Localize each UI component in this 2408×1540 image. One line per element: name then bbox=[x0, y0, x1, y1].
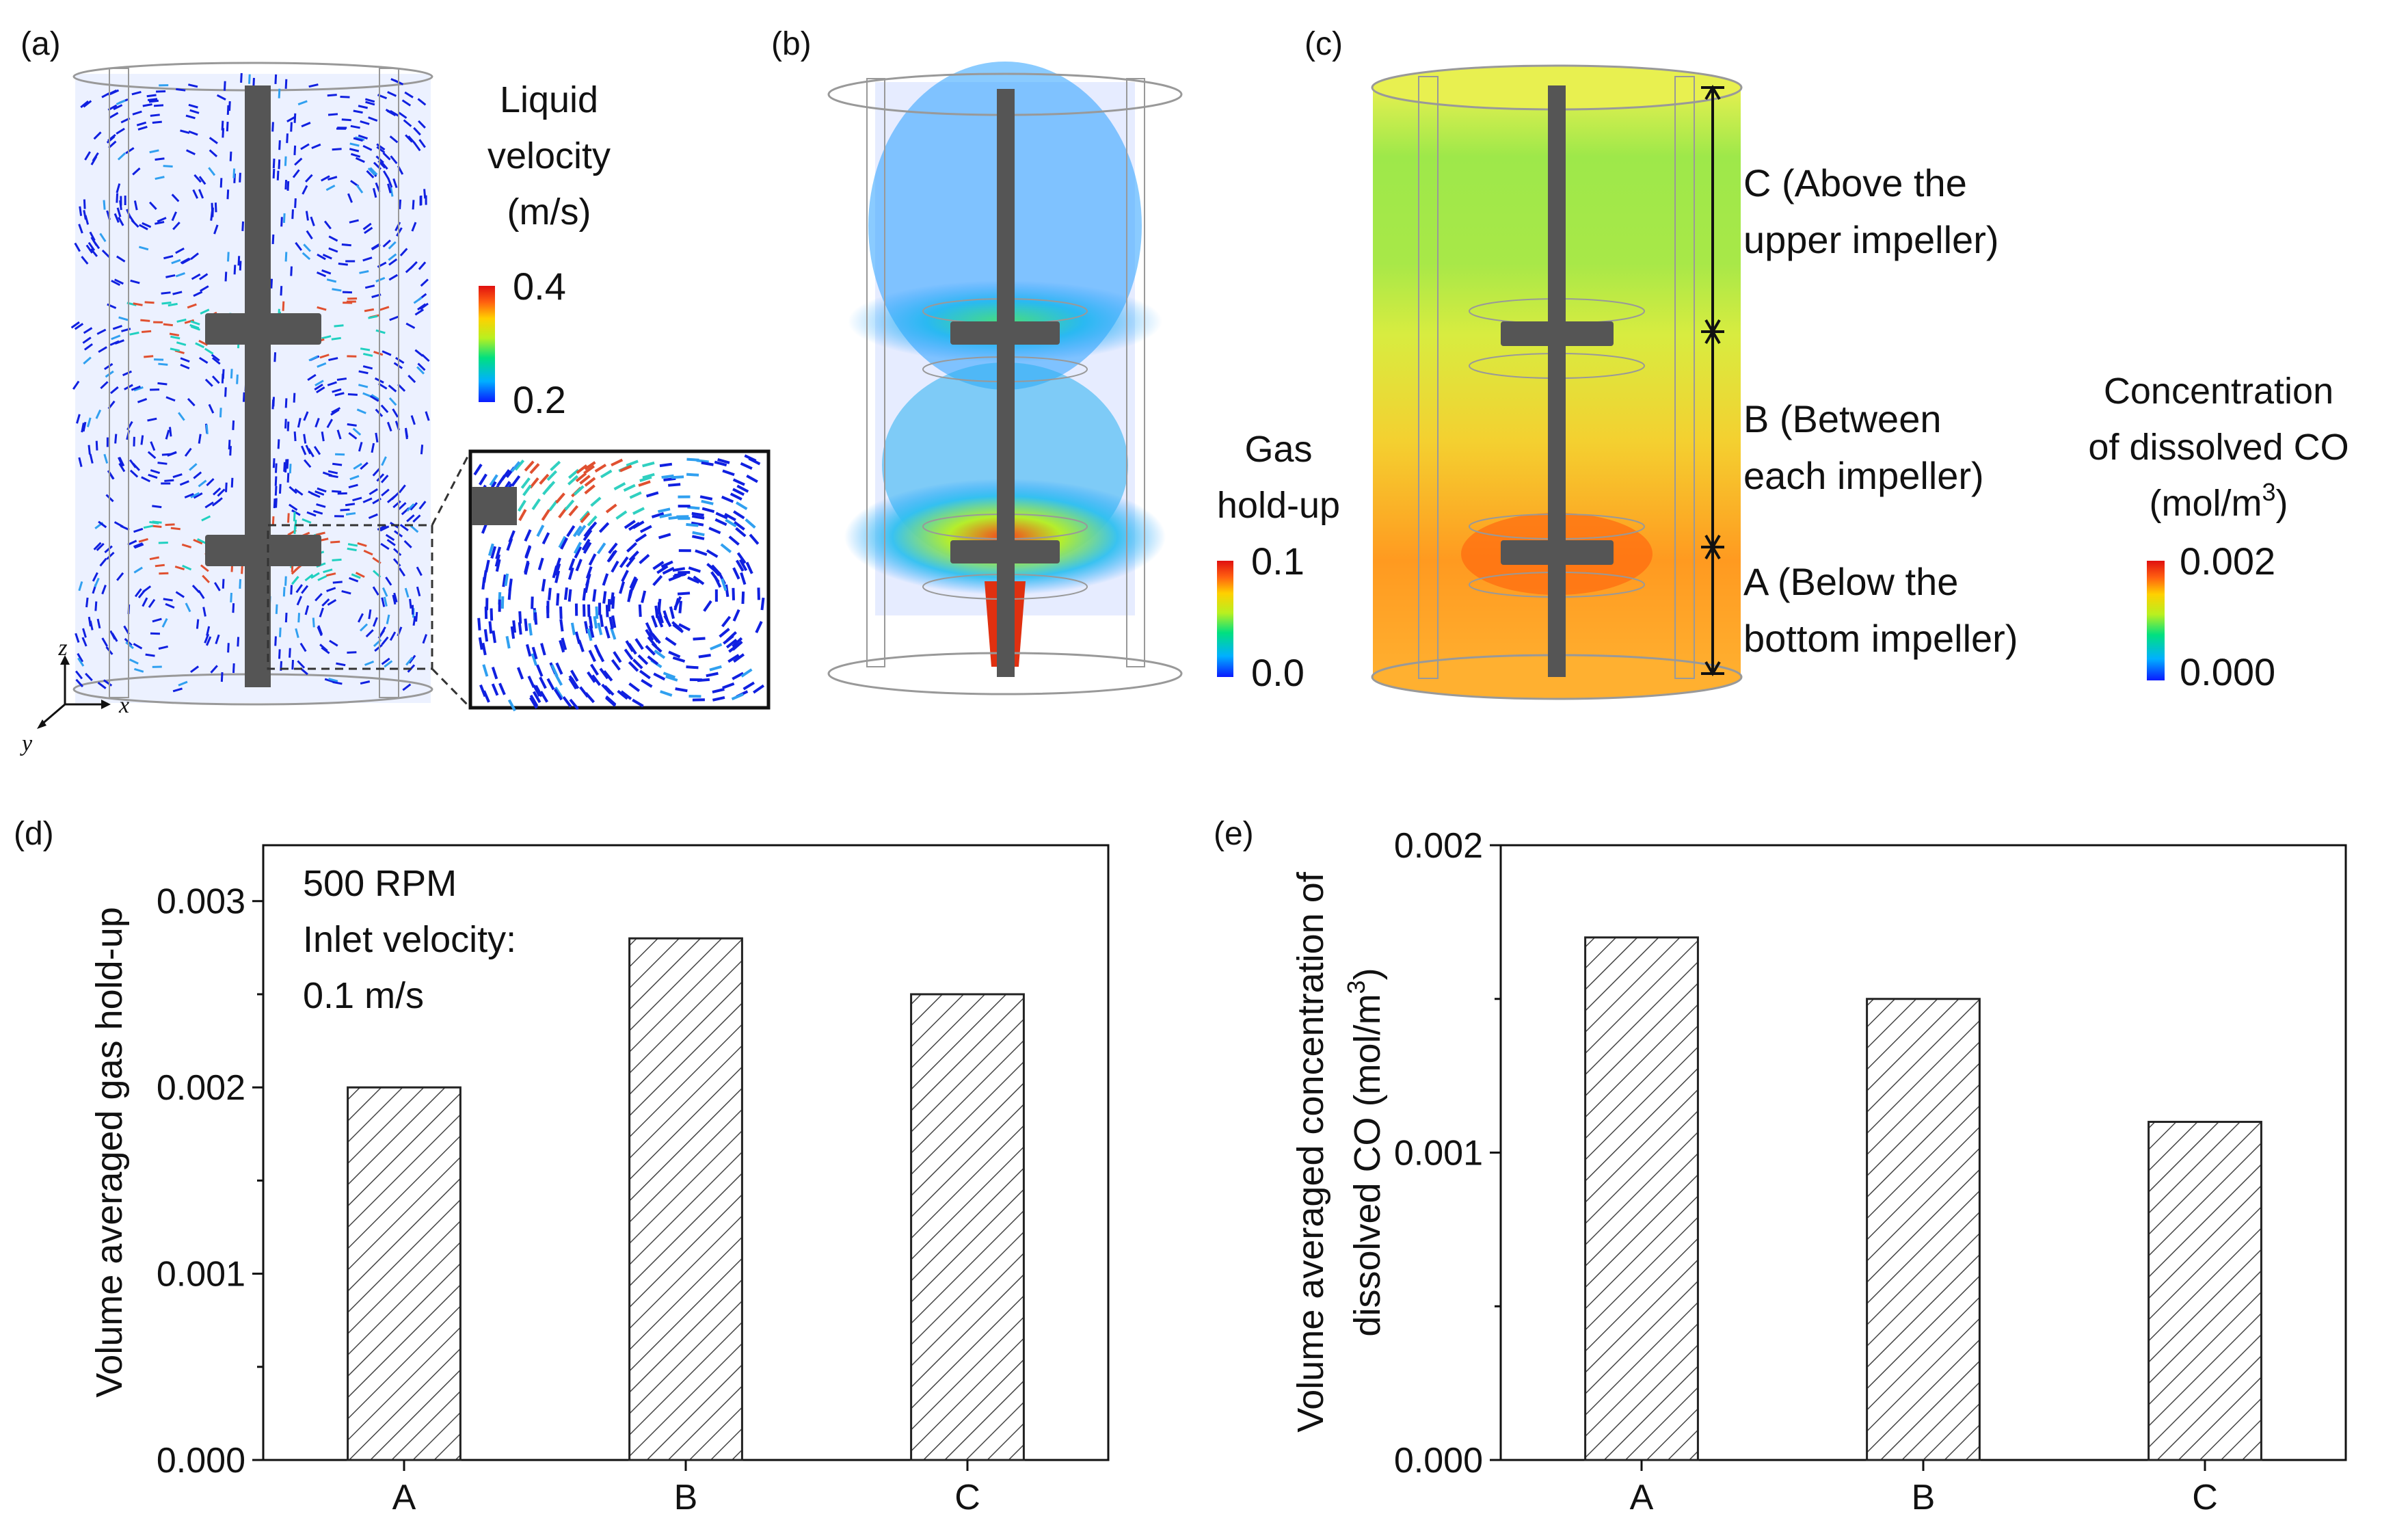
bar-B bbox=[628, 937, 743, 1461]
cbar-a-max: 0.4 bbox=[513, 265, 566, 308]
region-c-line1: C (Above the bbox=[1743, 161, 1967, 204]
chart-d: (d) 0.000 0.001 0.002 0.003 A B C Volume averag… bbox=[14, 816, 1110, 1517]
bottom-impeller bbox=[1501, 540, 1614, 565]
bar-A bbox=[1584, 936, 1699, 1461]
panel-b: (b) Gas hold-up 0.1 0.0 bbox=[771, 26, 1340, 695]
colorbar-liquid-velocity: Liquid velocity (m/s) 0.4 0.2 bbox=[479, 79, 611, 421]
shaft bbox=[245, 85, 271, 687]
annotation-line: 0.1 m/s bbox=[303, 975, 424, 1016]
panel-c: (c) C (Above the upper impeller) bbox=[1305, 26, 2349, 700]
zoom-inset bbox=[468, 449, 771, 710]
region-dimension-lines bbox=[1701, 85, 1724, 676]
y-tick-label: 0.002 bbox=[157, 1068, 245, 1108]
region-a-line1: A (Below the bbox=[1743, 560, 1958, 603]
zoom-region-box bbox=[267, 524, 433, 670]
cbar-c-min: 0.000 bbox=[2180, 650, 2275, 693]
cbar-a-title-3: (m/s) bbox=[507, 191, 591, 233]
cbar-a-gradient bbox=[479, 286, 495, 402]
cbar-a-min: 0.2 bbox=[513, 378, 566, 421]
y-tick-label: 0.003 bbox=[157, 882, 245, 922]
y-axis-label: Volume averaged gas hold-up bbox=[89, 907, 130, 1398]
y-tick-label: 0.000 bbox=[157, 1441, 245, 1481]
region-a-line2: bottom impeller) bbox=[1743, 617, 2018, 660]
cbar-a-title-1: Liquid bbox=[500, 79, 598, 120]
cbar-b-gradient bbox=[1217, 561, 1233, 677]
upper-impeller bbox=[950, 321, 1060, 345]
x-tick-label: A bbox=[1630, 1478, 1654, 1517]
x-tick-label: A bbox=[392, 1478, 416, 1517]
y-axis-label-line1: Volume averaged concentration of bbox=[1290, 871, 1331, 1433]
y-tick-label: 0.000 bbox=[1394, 1441, 1483, 1481]
inset-velocity-field bbox=[473, 454, 765, 712]
chart-e: (e) 0.000 0.001 0.002 A B C Volume averaged co… bbox=[1214, 816, 2347, 1517]
y-axis-label-line2: dissolved CO (mol/m3) bbox=[1342, 968, 1388, 1336]
inset-impeller-blade bbox=[472, 487, 517, 525]
bar-B bbox=[1866, 998, 1981, 1461]
panel-a-label: (a) bbox=[21, 26, 61, 62]
cbar-c-unit: (mol/m3) bbox=[2150, 478, 2288, 524]
upper-impeller bbox=[205, 313, 321, 345]
y-tick-label: 0.002 bbox=[1394, 826, 1483, 866]
cbar-b-min: 0.0 bbox=[1251, 651, 1305, 694]
y-tick-label: 0.001 bbox=[157, 1255, 245, 1295]
panel-b-label: (b) bbox=[771, 26, 812, 62]
colorbar-dissolved-co: Concentration of dissolved CO (mol/m3) 0… bbox=[2088, 371, 2349, 693]
axis-z-label: z bbox=[57, 635, 67, 661]
x-tick-label: C bbox=[2192, 1478, 2218, 1517]
region-c-line2: upper impeller) bbox=[1743, 218, 1999, 261]
region-b-line2: each impeller) bbox=[1743, 454, 1984, 497]
cbar-b-max: 0.1 bbox=[1251, 540, 1305, 583]
shaft bbox=[1548, 85, 1566, 677]
baffle-right bbox=[379, 68, 399, 698]
cbar-c-gradient bbox=[2147, 561, 2165, 680]
region-b-line1: B (Between bbox=[1743, 397, 1942, 440]
y-tick-label: 0.001 bbox=[1394, 1134, 1483, 1173]
cbar-c-title-2: of dissolved CO bbox=[2088, 427, 2349, 468]
panel-a: (a) z x y Liquid v bbox=[20, 26, 771, 756]
axis-x-label: x bbox=[118, 693, 129, 718]
bottom-impeller bbox=[205, 535, 321, 566]
x-tick-label: B bbox=[1912, 1478, 1936, 1517]
bar-C bbox=[2148, 1121, 2262, 1461]
panel-e-label: (e) bbox=[1214, 816, 1254, 852]
bar-C bbox=[910, 993, 1025, 1461]
cbar-c-max: 0.002 bbox=[2180, 540, 2275, 583]
cbar-b-title-2: hold-up bbox=[1217, 485, 1340, 526]
bottom-impeller bbox=[950, 540, 1060, 563]
upper-impeller bbox=[1501, 321, 1614, 346]
baffle-left bbox=[109, 68, 129, 698]
axis-y-label: y bbox=[20, 731, 33, 756]
x-tick-label: C bbox=[954, 1478, 980, 1517]
cbar-b-title-1: Gas bbox=[1244, 429, 1312, 470]
bar-A bbox=[347, 1086, 461, 1461]
x-tick-label: B bbox=[674, 1478, 698, 1517]
cbar-c-title-1: Concentration bbox=[2104, 371, 2333, 412]
annotation-line: Inlet velocity: bbox=[303, 919, 516, 960]
panel-c-label: (c) bbox=[1305, 26, 1343, 62]
annotation-line: 500 RPM bbox=[303, 863, 457, 904]
shaft bbox=[997, 89, 1015, 677]
panel-d-label: (d) bbox=[14, 816, 54, 852]
colorbar-gas-holdup: Gas hold-up 0.1 0.0 bbox=[1217, 429, 1340, 694]
cbar-a-title-2: velocity bbox=[487, 135, 611, 176]
axes-triad: z x y bbox=[20, 635, 129, 756]
